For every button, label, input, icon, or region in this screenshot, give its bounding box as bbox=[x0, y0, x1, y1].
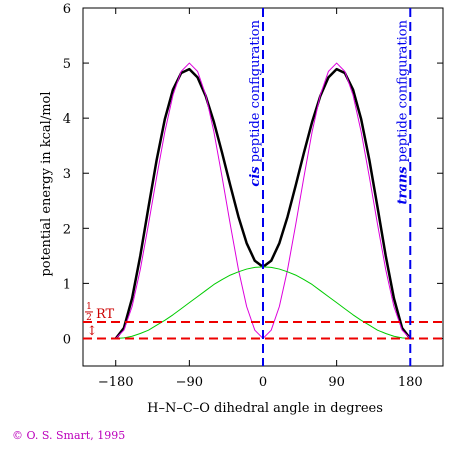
rt-arrow-icon: ↕ bbox=[87, 324, 98, 339]
series-group bbox=[114, 62, 412, 340]
rt-fraction-numerator: 1 bbox=[86, 302, 92, 312]
y-tick-label: 1 bbox=[63, 277, 71, 292]
plot-border bbox=[82, 7, 444, 367]
x-tick-label: 180 bbox=[398, 375, 423, 390]
rt-label: RT bbox=[96, 307, 115, 322]
x-axis-label: H–N–C–O dihedral angle in degrees bbox=[147, 401, 383, 416]
series-line-2 bbox=[115, 62, 411, 339]
y-tick-label: 6 bbox=[63, 2, 71, 17]
y-tick-label: 2 bbox=[63, 222, 71, 237]
rt-annotation: 12 RT ↕ bbox=[85, 302, 115, 339]
y-tick-label: 3 bbox=[63, 167, 71, 182]
y-axis-label: potential energy in kcal/mol bbox=[39, 91, 54, 276]
rt-fraction-denominator: 2 bbox=[86, 313, 92, 323]
vline-label-2: trans peptide configuration bbox=[395, 19, 410, 204]
vline-label-1: cis peptide configuration bbox=[248, 19, 263, 186]
y-tick-label: 4 bbox=[63, 112, 71, 127]
x-tick-label: −90 bbox=[176, 375, 203, 390]
x-tick-label: −180 bbox=[98, 375, 134, 390]
y-tick-label: 0 bbox=[63, 332, 71, 347]
plot-frame bbox=[82, 7, 444, 367]
reference-lines: cis peptide configuration trans peptide c… bbox=[83, 8, 443, 366]
x-tick-label: 90 bbox=[328, 375, 345, 390]
x-tick-label: 0 bbox=[259, 375, 267, 390]
x-axis-ticks: −180 −90 0 90 180 bbox=[98, 8, 423, 390]
y-tick-label: 5 bbox=[63, 57, 71, 72]
copyright-notice: © O. S. Smart, 1995 bbox=[12, 429, 126, 442]
